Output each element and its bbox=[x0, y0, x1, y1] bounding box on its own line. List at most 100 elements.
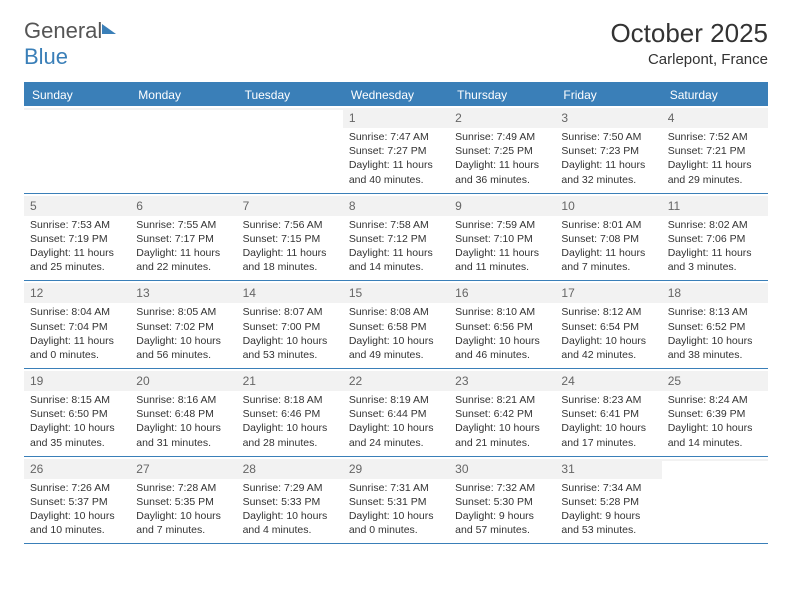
daylight: Daylight: 9 hours and 57 minutes. bbox=[455, 509, 549, 537]
day-number: 28 bbox=[243, 462, 256, 476]
day-number-row: 7 bbox=[237, 196, 343, 216]
day-number-row: 1 bbox=[343, 108, 449, 128]
day-cell bbox=[662, 457, 768, 544]
day-info: Sunrise: 8:04 AMSunset: 7:04 PMDaylight:… bbox=[30, 305, 124, 362]
sunrise: Sunrise: 8:12 AM bbox=[561, 305, 655, 319]
day-number: 7 bbox=[243, 199, 250, 213]
day-info: Sunrise: 8:23 AMSunset: 6:41 PMDaylight:… bbox=[561, 393, 655, 450]
logo: General Blue bbox=[24, 18, 116, 70]
daylight: Daylight: 11 hours and 22 minutes. bbox=[136, 246, 230, 274]
sunset: Sunset: 6:39 PM bbox=[668, 407, 762, 421]
day-number: 30 bbox=[455, 462, 468, 476]
day-cell: 13Sunrise: 8:05 AMSunset: 7:02 PMDayligh… bbox=[130, 281, 236, 368]
day-cell bbox=[130, 106, 236, 193]
sunset: Sunset: 6:48 PM bbox=[136, 407, 230, 421]
sunset: Sunset: 7:21 PM bbox=[668, 144, 762, 158]
day-cell: 30 Sunrise: 7:32 AMSunset: 5:30 PMDayligh… bbox=[449, 457, 555, 544]
daylight: Daylight: 11 hours and 40 minutes. bbox=[349, 158, 443, 186]
day-info: Sunrise: 7:29 AMSunset: 5:33 PMDaylight:… bbox=[243, 481, 337, 538]
day-cell: 24 Sunrise: 8:23 AMSunset: 6:41 PMDayligh… bbox=[555, 369, 661, 456]
day-info: Sunrise: 8:24 AMSunset: 6:39 PMDaylight:… bbox=[668, 393, 762, 450]
daylight: Daylight: 10 hours and 28 minutes. bbox=[243, 421, 337, 449]
day-number-row: 13 bbox=[130, 283, 236, 303]
day-number: 23 bbox=[455, 374, 468, 388]
sunrise: Sunrise: 8:01 AM bbox=[561, 218, 655, 232]
day-info: Sunrise: 7:53 AMSunset: 7:19 PMDaylight:… bbox=[30, 218, 124, 275]
sunset: Sunset: 7:00 PM bbox=[243, 320, 337, 334]
sunset: Sunset: 7:25 PM bbox=[455, 144, 549, 158]
day-info: Sunrise: 8:16 AMSunset: 6:48 PMDaylight:… bbox=[136, 393, 230, 450]
day-info: Sunrise: 8:21 AMSunset: 6:42 PMDaylight:… bbox=[455, 393, 549, 450]
daylight: Daylight: 11 hours and 11 minutes. bbox=[455, 246, 549, 274]
day-number: 11 bbox=[668, 199, 680, 213]
sunrise: Sunrise: 8:24 AM bbox=[668, 393, 762, 407]
week-row: 12Sunrise: 8:04 AMSunset: 7:04 PMDayligh… bbox=[24, 281, 768, 369]
day-number-row bbox=[130, 108, 236, 110]
sunrise: Sunrise: 8:21 AM bbox=[455, 393, 549, 407]
day-cell: 1Sunrise: 7:47 AMSunset: 7:27 PMDaylight… bbox=[343, 106, 449, 193]
day-info: Sunrise: 7:52 AMSunset: 7:21 PMDaylight:… bbox=[668, 130, 762, 187]
day-number-row: 12 bbox=[24, 283, 130, 303]
sunset: Sunset: 7:19 PM bbox=[30, 232, 124, 246]
daylight: Daylight: 11 hours and 7 minutes. bbox=[561, 246, 655, 274]
weekday-label: Tuesday bbox=[237, 84, 343, 106]
day-number: 16 bbox=[455, 286, 468, 300]
daylight: Daylight: 10 hours and 35 minutes. bbox=[30, 421, 124, 449]
day-number-row: 24 bbox=[555, 371, 661, 391]
sunrise: Sunrise: 8:04 AM bbox=[30, 305, 124, 319]
sunrise: Sunrise: 7:58 AM bbox=[349, 218, 443, 232]
day-number: 2 bbox=[455, 111, 462, 125]
day-number-row: 3 bbox=[555, 108, 661, 128]
weekday-label: Thursday bbox=[449, 84, 555, 106]
day-number: 24 bbox=[561, 374, 574, 388]
day-info: Sunrise: 8:15 AMSunset: 6:50 PMDaylight:… bbox=[30, 393, 124, 450]
day-number-row: 4 bbox=[662, 108, 768, 128]
sunset: Sunset: 6:44 PM bbox=[349, 407, 443, 421]
day-number: 18 bbox=[668, 286, 681, 300]
day-number: 26 bbox=[30, 462, 43, 476]
day-number-row: 20 bbox=[130, 371, 236, 391]
daylight: Daylight: 11 hours and 29 minutes. bbox=[668, 158, 762, 186]
day-number: 14 bbox=[243, 286, 256, 300]
sunset: Sunset: 6:41 PM bbox=[561, 407, 655, 421]
day-number-row: 28 bbox=[237, 459, 343, 479]
day-cell: 17Sunrise: 8:12 AMSunset: 6:54 PMDayligh… bbox=[555, 281, 661, 368]
week-row: 5Sunrise: 7:53 AMSunset: 7:19 PMDaylight… bbox=[24, 194, 768, 282]
daylight: Daylight: 11 hours and 18 minutes. bbox=[243, 246, 337, 274]
day-info: Sunrise: 8:05 AMSunset: 7:02 PMDaylight:… bbox=[136, 305, 230, 362]
day-info: Sunrise: 8:02 AMSunset: 7:06 PMDaylight:… bbox=[668, 218, 762, 275]
daylight: Daylight: 10 hours and 0 minutes. bbox=[349, 509, 443, 537]
month-year: October 2025 bbox=[610, 18, 768, 49]
day-number-row: 11 bbox=[662, 196, 768, 216]
day-number-row: 17 bbox=[555, 283, 661, 303]
day-info: Sunrise: 8:08 AMSunset: 6:58 PMDaylight:… bbox=[349, 305, 443, 362]
daylight: Daylight: 10 hours and 4 minutes. bbox=[243, 509, 337, 537]
day-number: 19 bbox=[30, 374, 43, 388]
sunset: Sunset: 5:31 PM bbox=[349, 495, 443, 509]
day-number: 17 bbox=[561, 286, 574, 300]
sunset: Sunset: 5:35 PM bbox=[136, 495, 230, 509]
day-number-row: 14 bbox=[237, 283, 343, 303]
sunrise: Sunrise: 8:18 AM bbox=[243, 393, 337, 407]
sunset: Sunset: 7:15 PM bbox=[243, 232, 337, 246]
sunset: Sunset: 7:08 PM bbox=[561, 232, 655, 246]
day-number: 20 bbox=[136, 374, 149, 388]
daylight: Daylight: 11 hours and 3 minutes. bbox=[668, 246, 762, 274]
day-info: Sunrise: 7:32 AMSunset: 5:30 PMDaylight:… bbox=[455, 481, 549, 538]
day-cell: 19 Sunrise: 8:15 AMSunset: 6:50 PMDayligh… bbox=[24, 369, 130, 456]
sunset: Sunset: 7:12 PM bbox=[349, 232, 443, 246]
calendar: SundayMondayTuesdayWednesdayThursdayFrid… bbox=[24, 82, 768, 544]
day-info: Sunrise: 7:56 AMSunset: 7:15 PMDaylight:… bbox=[243, 218, 337, 275]
day-number-row: 18 bbox=[662, 283, 768, 303]
day-info: Sunrise: 7:49 AMSunset: 7:25 PMDaylight:… bbox=[455, 130, 549, 187]
day-info: Sunrise: 7:55 AMSunset: 7:17 PMDaylight:… bbox=[136, 218, 230, 275]
day-info: Sunrise: 8:07 AMSunset: 7:00 PMDaylight:… bbox=[243, 305, 337, 362]
sunset: Sunset: 7:10 PM bbox=[455, 232, 549, 246]
sunset: Sunset: 7:04 PM bbox=[30, 320, 124, 334]
sunset: Sunset: 6:42 PM bbox=[455, 407, 549, 421]
day-cell: 4Sunrise: 7:52 AMSunset: 7:21 PMDaylight… bbox=[662, 106, 768, 193]
sunrise: Sunrise: 8:05 AM bbox=[136, 305, 230, 319]
sunset: Sunset: 5:28 PM bbox=[561, 495, 655, 509]
sunset: Sunset: 7:02 PM bbox=[136, 320, 230, 334]
day-info: Sunrise: 8:10 AMSunset: 6:56 PMDaylight:… bbox=[455, 305, 549, 362]
